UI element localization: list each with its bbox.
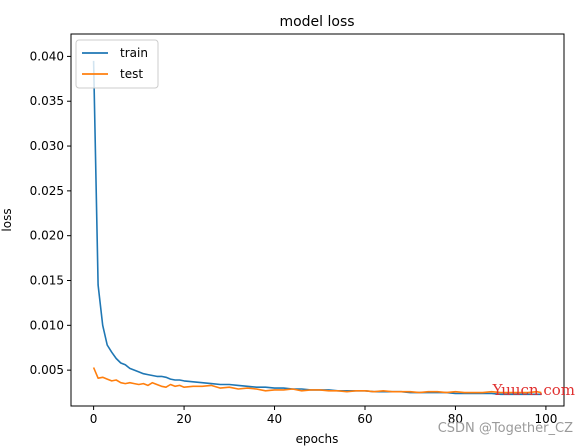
chart-title: model loss <box>279 14 354 30</box>
x-axis-ticks: 0 20 40 60 80 100 <box>90 406 557 426</box>
y-tick-label: 0.035 <box>30 94 64 108</box>
x-tick-label: 60 <box>357 412 372 426</box>
x-tick-label: 20 <box>176 412 191 426</box>
y-tick-label: 0.025 <box>30 184 64 198</box>
x-tick-label: 100 <box>534 412 557 426</box>
x-tick-label: 40 <box>267 412 282 426</box>
y-tick-label: 0.030 <box>30 139 64 153</box>
plot-frame <box>70 33 565 407</box>
series-layer <box>92 60 542 396</box>
y-tick-label: 0.015 <box>30 274 64 288</box>
series-line-train <box>92 60 542 396</box>
legend-label-train: train <box>120 46 148 60</box>
watermark-csdn: CSDN @Together_CZ <box>437 421 573 436</box>
legend-label-test: test <box>120 67 143 81</box>
y-tick-label: 0.005 <box>30 363 64 377</box>
x-tick-label: 80 <box>448 412 463 426</box>
legend: train test <box>75 39 159 89</box>
y-tick-label: 0.020 <box>30 229 64 243</box>
x-tick-label: 0 <box>90 412 98 426</box>
x-axis-label: epochs <box>296 432 339 446</box>
y-tick-label: 0.010 <box>30 318 64 332</box>
y-axis-ticks: 0.005 0.010 0.015 0.020 0.025 0.030 0.035 0.040 <box>30 49 71 377</box>
series-line-test <box>92 367 542 394</box>
watermark-yuucn: Yuucn.com <box>492 381 575 399</box>
y-axis-label: loss <box>0 208 14 231</box>
legend-box <box>75 39 159 89</box>
y-tick-label: 0.040 <box>30 49 64 63</box>
